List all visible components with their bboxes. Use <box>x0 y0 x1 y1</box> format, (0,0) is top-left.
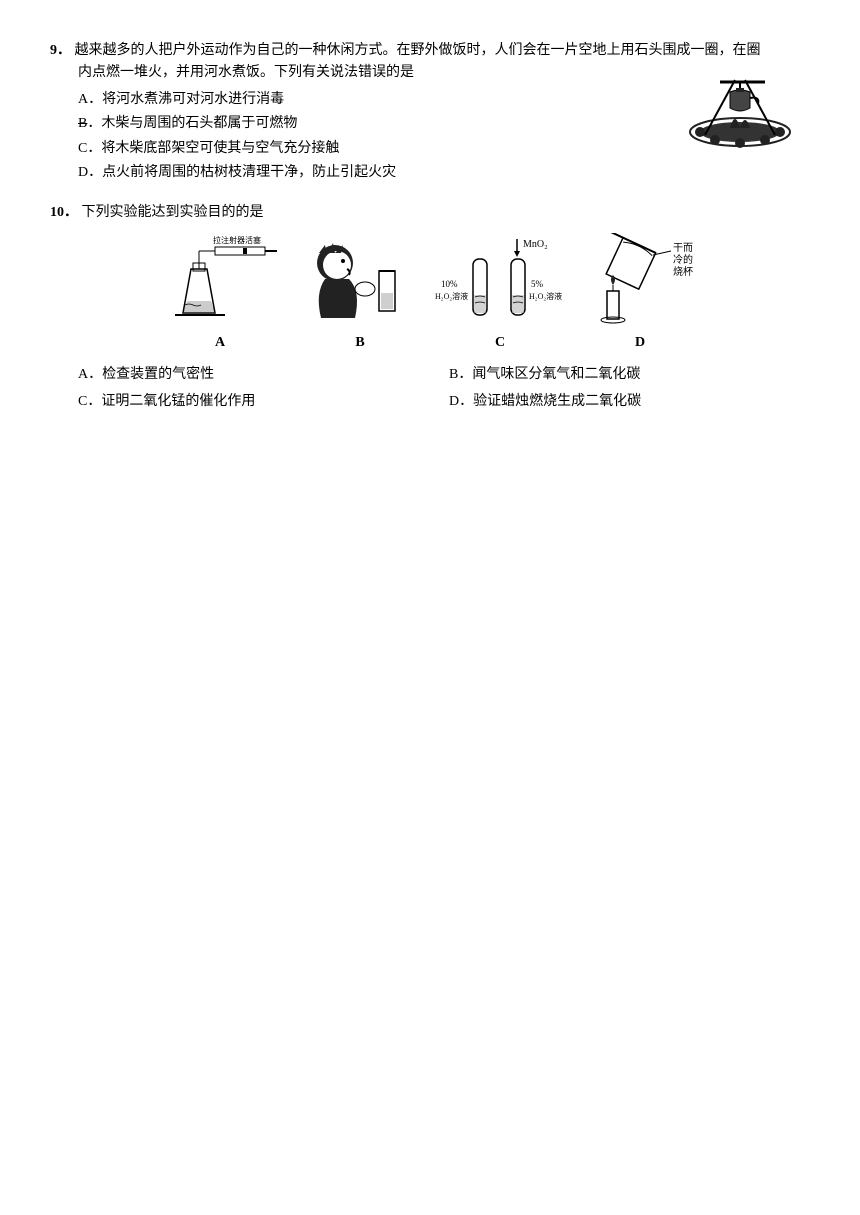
beaker-label2: 冷的 <box>673 253 693 266</box>
diagram-c: MnO₂ 10% H₂O₂溶液 5% H₂O₂溶液 <box>435 233 565 328</box>
q9-option-d: D．点火前将周围的枯树枝清理干净，防止引起火灾 <box>78 162 810 184</box>
right-h2o2: H₂O₂溶液 <box>529 291 562 301</box>
q10-number: 10． <box>50 205 78 220</box>
left-h2o2: H₂O₂溶液 <box>435 291 468 301</box>
diag-a-caption: 拉注射器活塞 <box>213 235 261 245</box>
question-9: 9． 越来越多的人把户外运动作为自己的一种休闲方式。在野外做饭时，人们会在一片空… <box>50 40 810 184</box>
q10-option-b: B．闻气味区分氧气和二氧化碳 <box>449 364 810 386</box>
q9-stem-line1: 越来越多的人把户外运动作为自己的一种休闲方式。在野外做饭时，人们会在一片空地上用… <box>75 43 761 58</box>
diagram-b <box>295 233 425 328</box>
label-c: C <box>435 332 565 354</box>
diagram-d: 干而 冷的 烧杯 <box>575 233 705 328</box>
q10-diagram-labels: A B C D <box>150 332 710 354</box>
mno2-label: MnO₂ <box>523 239 548 250</box>
catalysis-icon: MnO₂ 10% H₂O₂溶液 5% H₂O₂溶液 <box>435 233 565 328</box>
beaker-label1: 干而 <box>673 242 693 254</box>
label-d: D <box>575 332 705 354</box>
diagram-a: 拉注射器活塞 <box>155 233 285 328</box>
q9-b-prefix: B <box>78 116 87 131</box>
left-pct: 10% <box>441 279 458 289</box>
beaker-label3: 烧杯 <box>673 265 693 278</box>
campfire-illustration <box>680 70 800 150</box>
q10-stem: 下列实验能达到实验目的的是 <box>82 205 264 220</box>
q10-option-d: D．验证蜡烛燃烧生成二氧化碳 <box>449 391 810 413</box>
q10-diagrams: 拉注射器活塞 <box>150 233 710 328</box>
q10-option-a: A．检查装置的气密性 <box>78 364 439 386</box>
campfire-icon <box>680 70 800 150</box>
apparatus-a-icon: 拉注射器活塞 <box>155 233 285 328</box>
right-pct: 5% <box>531 279 544 289</box>
label-b: B <box>295 332 425 354</box>
question-10: 10． 下列实验能达到实验目的的是 拉注射器活塞 <box>50 202 810 415</box>
q9-number: 9． <box>50 43 71 58</box>
q10-options: A．检查装置的气密性 B．闻气味区分氧气和二氧化碳 C．证明二氧化锰的催化作用 … <box>78 362 810 415</box>
q9-b-rest: ．木柴与周围的石头都属于可燃物 <box>87 116 297 131</box>
smell-gas-icon <box>295 233 425 328</box>
candle-beaker-icon: 干而 冷的 烧杯 <box>575 233 705 328</box>
q10-option-c: C．证明二氧化锰的催化作用 <box>78 391 439 413</box>
label-a: A <box>155 332 285 354</box>
